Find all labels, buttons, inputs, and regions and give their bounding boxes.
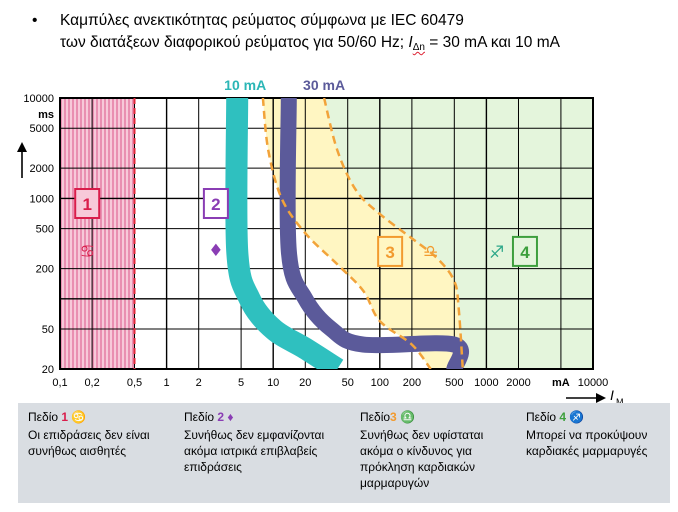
legend-item-zone-2: Πεδίο 2 ♦ Συνήθως δεν εμφανίζονται ακόμα…: [184, 409, 324, 475]
y-unit-label: ms: [38, 109, 54, 121]
legend-head: Πεδίο: [28, 410, 62, 424]
legend-num: 4: [559, 410, 567, 424]
legend-desc-line: επιδράσεις: [184, 460, 242, 474]
legend-num: 2: [217, 410, 225, 424]
title-line-2-pre: των διατάξεων διαφορικού ρεύματος για 50…: [60, 34, 409, 51]
curves-layer: [133, 98, 469, 369]
sagittarius-sign-icon: ♐: [489, 243, 504, 263]
legend-desc-line: ακόμα ο κίνδυνος για: [360, 444, 472, 458]
zone-number: 1: [82, 195, 91, 214]
bullet-point: •: [32, 12, 38, 29]
legend-item-zone-4: Πεδίο 4 ♐ Μπορεί να προκύψουν καρδιακές …: [526, 409, 647, 459]
zone-number-box: [377, 235, 404, 267]
y-tick-label: 10000: [23, 93, 54, 105]
zone-1-area: [60, 98, 135, 369]
legend-head: Πεδίο: [526, 410, 560, 424]
labels-layer: 0,1 0,2 0,5 1 2 5 10 20 50 100 200 500 1000 2000 10000…: [17, 77, 624, 407]
y-tick-label: 50: [42, 324, 54, 336]
legend-desc-line: Οι επιδράσεις δεν είναι: [28, 428, 150, 442]
x-tick-label: 5: [238, 377, 244, 389]
x-tick-label: 20: [299, 377, 311, 389]
title-line-1: Καμπύλες ανεκτικότητας ρεύματος σύμφωνα …: [60, 12, 464, 29]
y-tick-label: 1000: [30, 193, 54, 205]
legend-desc-line: πρόκληση καρδιακών: [360, 460, 475, 474]
x-tick-label: 2000: [506, 377, 530, 389]
y-tick-label: 500: [36, 224, 54, 236]
legend-desc-line: Συνήθως δεν εμφανίζονται: [184, 428, 325, 442]
zone-number-box: [202, 188, 229, 220]
legend-item-zone-1: Πεδίο 1 ♋ Οι επιδράσεις δεν είναι συνήθω…: [28, 409, 150, 459]
curve-10ma: [225, 98, 344, 369]
zones-layer: [60, 98, 593, 369]
x-tick-label: 200: [403, 377, 421, 389]
zone-number: 3: [385, 243, 394, 262]
cancer-sign-icon: ♋: [80, 242, 95, 262]
x-tick-label: 50: [342, 377, 354, 389]
x-tick-label: 10000: [578, 377, 609, 389]
x-tick-label: 1: [164, 377, 170, 389]
zone-number-box: [511, 235, 538, 267]
boundary-left-line: [261, 98, 432, 369]
x-tick-label: 0,1: [52, 377, 67, 389]
x-tick-label: 1000: [474, 377, 498, 389]
x-tick-label: 100: [371, 377, 389, 389]
title-line-2: των διατάξεων διαφορικού ρεύματος για 50…: [60, 32, 560, 59]
boundary-right-line: [322, 98, 465, 369]
curve-label: 10 mA: [224, 77, 266, 93]
current-symbol-sub: Δn: [412, 42, 425, 53]
diamond-icon: ♦: [208, 241, 223, 261]
curve-label: 30 mA: [303, 77, 345, 93]
legend-desc-line: μαρμαρυγών: [360, 476, 430, 490]
zone-number: 4: [520, 243, 530, 262]
x-axis-symbol: I: [610, 387, 614, 403]
x-tick-label: 10: [267, 377, 279, 389]
current-symbol: I: [408, 34, 413, 51]
legend-desc-line: καρδιακές μαρμαρυγές: [526, 444, 648, 458]
zone-4-area: [324, 98, 593, 369]
legend-item-zone-3: Πεδίο3 ♎ Συνήθως δεν υφίσταται ακόμα ο κ…: [360, 409, 483, 491]
y-tick-label: 5000: [30, 123, 54, 135]
legend-desc-line: συνήθως αισθητές: [28, 444, 127, 458]
libra-sign-icon: ♎: [400, 410, 416, 424]
diamond-icon: ♦: [227, 410, 234, 424]
cancer-sign-icon: ♋: [71, 410, 87, 424]
x-tick-label: 2: [196, 377, 202, 389]
sagittarius-sign-icon: ♐: [569, 410, 585, 424]
y-tick-label: 2000: [30, 163, 54, 175]
legend-head: Πεδίο: [184, 410, 218, 424]
y-axis-arrow-head: [17, 142, 27, 152]
x-tick-label: 0,5: [127, 377, 142, 389]
title-line-2-post: = 30 mA και 10 mA: [424, 34, 560, 51]
y-tick-label: 200: [36, 264, 54, 276]
x-axis-arrow-head: [596, 393, 606, 403]
legend-num: 1: [61, 410, 69, 424]
x-tick-label: 0,2: [84, 377, 99, 389]
legend-desc-line: ακόμα ιατρικά επιβλαβείς: [184, 444, 318, 458]
legend-head: Πεδίο: [360, 410, 391, 424]
curve-30ma: [279, 98, 469, 369]
zone-3-area: [262, 98, 463, 369]
x-unit-label: mA: [552, 377, 570, 389]
y-tick-label: 20: [42, 364, 54, 376]
legend-desc-line: Συνήθως δεν υφίσταται: [360, 428, 484, 442]
legend-desc-line: Μπορεί να προκύψουν: [526, 428, 648, 442]
zone-number: 2: [211, 195, 220, 214]
x-axis-symbol-sub: M: [616, 397, 624, 407]
libra-sign-icon: ♎: [423, 242, 438, 262]
legend-num: 3: [390, 410, 397, 424]
zone-number-box: [74, 188, 101, 220]
legend-panel: Πεδίο 1 ♋ Οι επιδράσεις δεν είναι συνήθω…: [18, 403, 670, 503]
x-tick-label: 500: [445, 377, 463, 389]
